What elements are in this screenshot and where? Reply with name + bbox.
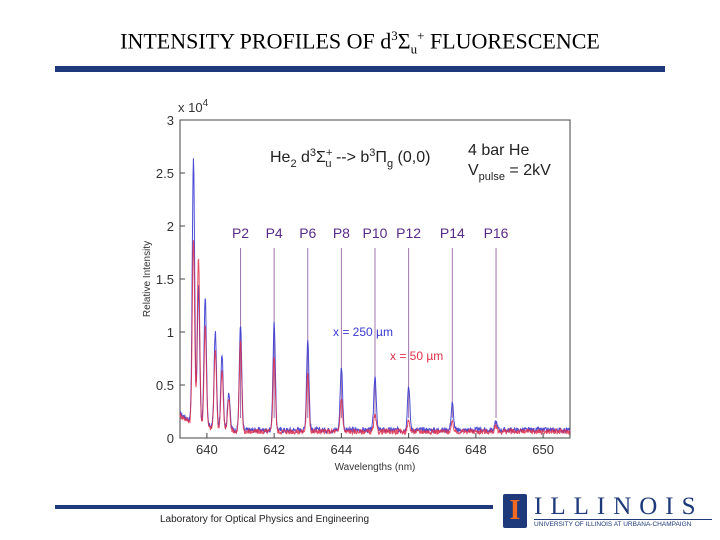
series-line: [179, 240, 571, 436]
branch-label: P14: [440, 225, 465, 241]
y-tick-label: 0.5: [156, 378, 174, 393]
x-tick-label: 644: [331, 442, 353, 457]
y-tick-label: 1: [167, 325, 174, 340]
y-tick-label: 2: [167, 219, 174, 234]
branch-label: P12: [396, 225, 421, 241]
series-label-50: x = 50 µm: [390, 349, 443, 363]
illinois-block-i-icon: I: [503, 494, 527, 528]
branch-label: P8: [333, 225, 350, 241]
illinois-logo: I ILLINOIS UNIVERSITY OF ILLINOIS AT URB…: [500, 494, 715, 530]
transition-label: He2 d3Σ+ u --> b3Πg (0,0): [270, 147, 430, 170]
y-tick-label: 2.5: [156, 166, 174, 181]
branch-label: P16: [484, 225, 509, 241]
branch-label: P10: [363, 225, 388, 241]
vpulse-label: Vpulse = 2kV: [468, 162, 551, 183]
y-tick-label: 0: [167, 431, 174, 446]
logo-subtitle: UNIVERSITY OF ILLINOIS AT URBANA-CHAMPAI…: [534, 521, 692, 528]
title-divider: [55, 66, 665, 72]
y-tick-label: 1.5: [156, 272, 174, 287]
x-axis-title: Wavelengths (nm): [335, 462, 416, 473]
y-tick-label: 3: [167, 113, 174, 128]
x-tick-label: 648: [465, 442, 487, 457]
x-tick-label: 642: [263, 442, 285, 457]
y-exponent-label: x 104: [178, 98, 209, 115]
footer-text: Laboratory for Optical Physics and Engin…: [160, 514, 370, 525]
slide-title: INTENSITY PROFILES OF d3Σu+ FLUORESCENCE: [120, 28, 600, 57]
logo-wordmark: ILLINOIS: [534, 493, 704, 520]
x-tick-label: 640: [196, 442, 218, 457]
x-tick-label: 646: [398, 442, 420, 457]
branch-label: P6: [299, 225, 316, 241]
x-tick-label: 650: [532, 442, 554, 457]
pressure-label: 4 bar He: [468, 142, 529, 159]
branch-label: P4: [266, 225, 283, 241]
y-axis-title: Relative Intensity: [142, 241, 153, 317]
series-label-250: x = 250 µm: [333, 325, 393, 339]
branch-label: P2: [232, 225, 249, 241]
footer-divider: [55, 505, 493, 509]
